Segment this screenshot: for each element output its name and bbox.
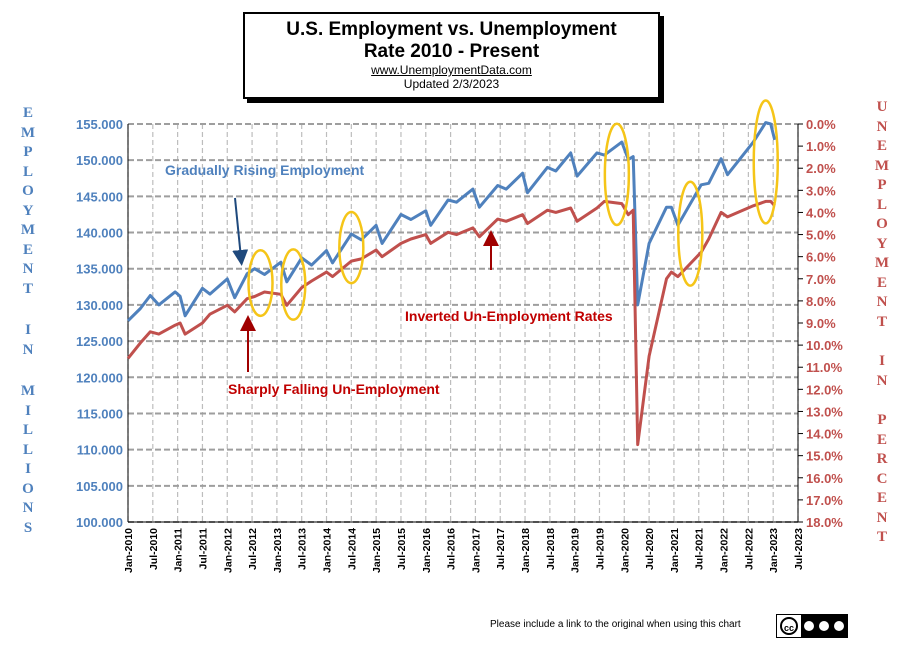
y-right-tick-label: 7.0% bbox=[806, 272, 836, 287]
x-tick-label: Jan-2017 bbox=[470, 528, 482, 573]
chart-title-line1: U.S. Employment vs. Unemployment bbox=[286, 19, 617, 40]
x-tick-label: Jul-2017 bbox=[495, 528, 507, 570]
updated-date: Updated 2/3/2023 bbox=[403, 77, 500, 91]
y-right-tick-label: 17.0% bbox=[806, 493, 843, 508]
x-tick-label: Jul-2022 bbox=[743, 528, 755, 570]
x-tick-label: Jul-2013 bbox=[297, 528, 309, 570]
y-right-tick-label: 6.0% bbox=[806, 250, 836, 265]
x-tick-label: Jul-2023 bbox=[793, 528, 805, 570]
y-right-tick-label: 2.0% bbox=[806, 161, 836, 176]
y-right-tick-label: 8.0% bbox=[806, 294, 836, 309]
arrow-rising-employment bbox=[232, 197, 249, 266]
y-left-tick-label: 155.000 bbox=[76, 117, 123, 132]
y-right-tick-label: 18.0% bbox=[806, 515, 843, 530]
x-tick-label: Jan-2022 bbox=[719, 528, 731, 573]
x-tick-label: Jan-2012 bbox=[222, 528, 234, 573]
x-tick-label: Jul-2019 bbox=[594, 528, 606, 570]
series-employment-line bbox=[126, 121, 777, 322]
creative-commons-icon[interactable]: cc bbox=[776, 614, 848, 638]
highlight-ellipse bbox=[603, 122, 631, 227]
annotation-falling-unemployment: Sharply Falling Un-Employment bbox=[228, 381, 440, 397]
x-tick-label: Jan-2016 bbox=[421, 528, 433, 573]
highlight-ellipse bbox=[280, 248, 307, 321]
y-left-tick-label: 150.000 bbox=[76, 153, 123, 168]
y-left-tick-label: 110.000 bbox=[77, 443, 123, 458]
x-tick-label: Jul-2021 bbox=[694, 528, 706, 570]
y-left-tick-label: 130.000 bbox=[76, 298, 123, 313]
y-left-tick-label: 120.000 bbox=[76, 370, 123, 385]
highlight-ellipse bbox=[247, 248, 274, 318]
x-tick-label: Jul-2012 bbox=[247, 528, 259, 570]
x-tick-label: Jan-2015 bbox=[371, 528, 383, 573]
x-tick-label: Jul-2011 bbox=[197, 528, 209, 570]
highlight-ellipse bbox=[338, 210, 365, 285]
y-left-tick-label: 115.000 bbox=[77, 406, 123, 421]
x-tick-label: Jul-2010 bbox=[148, 528, 160, 570]
y-left-tick-label: 105.000 bbox=[76, 479, 123, 494]
annotation-inverted-rates: Inverted Un-Employment Rates bbox=[405, 308, 613, 324]
y-right-tick-label: 16.0% bbox=[806, 471, 843, 486]
chart-title-line2: Rate 2010 - Present bbox=[363, 41, 540, 62]
y-right-tick-label: 4.0% bbox=[806, 205, 836, 220]
x-tick-label: Jan-2013 bbox=[272, 528, 284, 573]
x-tick-label: Jan-2018 bbox=[520, 528, 532, 573]
y-right-tick-label: 15.0% bbox=[806, 449, 843, 464]
series-unemployment-line bbox=[126, 199, 776, 447]
y-right-tick-label: 3.0% bbox=[806, 183, 836, 198]
x-tick-label: Jul-2015 bbox=[396, 528, 408, 570]
license-terms-icons bbox=[801, 615, 847, 637]
y-right-tick-label: 12.0% bbox=[806, 382, 843, 397]
x-tick-label: Jan-2010 bbox=[123, 528, 135, 573]
x-tick-label: Jan-2021 bbox=[669, 528, 681, 573]
annotation-rising-employment: Gradually Rising Employment bbox=[165, 162, 364, 178]
source-link[interactable]: www.UnemploymentData.com bbox=[371, 63, 532, 77]
x-tick-label: Jul-2014 bbox=[346, 528, 358, 570]
highlight-ellipse bbox=[677, 180, 704, 287]
x-tick-label: Jan-2019 bbox=[570, 528, 582, 573]
y-left-tick-label: 145.000 bbox=[76, 189, 123, 204]
y-left-tick-label: 135.000 bbox=[76, 262, 123, 277]
y-right-tick-label: 11.0% bbox=[806, 360, 843, 375]
highlight-ellipse bbox=[752, 99, 779, 225]
x-tick-label: Jan-2014 bbox=[322, 528, 334, 573]
x-tick-label: Jan-2023 bbox=[768, 528, 780, 573]
y-right-tick-label: 14.0% bbox=[806, 427, 843, 442]
y-right-tick-label: 0.0% bbox=[806, 117, 836, 132]
x-tick-label: Jul-2020 bbox=[644, 528, 656, 570]
y-left-tick-label: 100.000 bbox=[76, 515, 123, 530]
footer-note: Please include a link to the original wh… bbox=[490, 619, 741, 630]
cc-logo-icon: cc bbox=[780, 617, 798, 635]
chart-title-box: U.S. Employment vs. Unemployment Rate 20… bbox=[243, 12, 660, 99]
y-right-tick-label: 1.0% bbox=[806, 139, 836, 154]
y-right-tick-label: 10.0% bbox=[806, 338, 843, 353]
x-tick-label: Jan-2020 bbox=[619, 528, 631, 573]
x-tick-label: Jul-2018 bbox=[545, 528, 557, 570]
y-left-tick-label: 140.000 bbox=[76, 226, 123, 241]
y-right-tick-label: 5.0% bbox=[806, 228, 836, 243]
x-tick-label: Jan-2011 bbox=[173, 528, 185, 573]
y-right-tick-label: 9.0% bbox=[806, 316, 836, 331]
y-right-tick-label: 13.0% bbox=[806, 404, 843, 419]
y-left-tick-label: 125.000 bbox=[76, 334, 123, 349]
x-tick-label: Jul-2016 bbox=[446, 528, 458, 570]
